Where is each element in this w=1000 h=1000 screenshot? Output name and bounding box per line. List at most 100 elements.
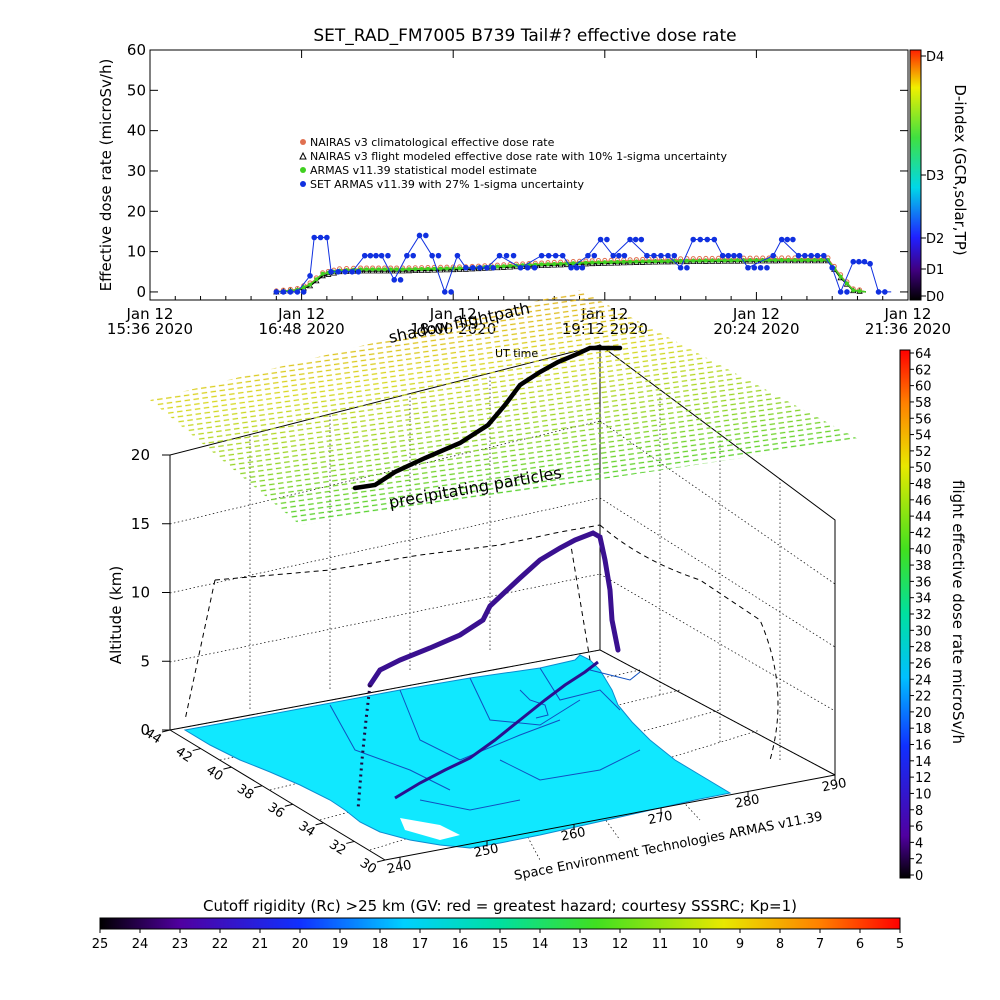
rigidity-tick-label: 22 [212,937,229,952]
top-x-tick-label-date: Jan 12 [277,305,325,323]
top-series-marker [602,260,607,265]
longitude-axis: 240 250 260 270 280 290 [386,775,848,877]
top-series-marker [583,260,588,265]
top-series-marker [786,258,791,263]
top-series-marker [725,252,732,259]
top-series-marker [659,259,664,264]
top-series-marker [875,289,882,295]
top-series-marker [628,259,633,264]
rigidity-tick-label: 6 [856,937,864,952]
rigidity-tick-label: 17 [412,937,429,952]
top-series-marker [851,288,856,293]
top-x-tick-label-date: Jan 12 [884,305,932,323]
latitude-tick-label: 40 [203,763,225,785]
top-series-marker [729,258,734,263]
top-series-marker [378,252,385,259]
latitude-tick [315,822,324,826]
top-series-marker [837,289,844,295]
altitude-axis-label: Altitude (km) [107,566,125,664]
top-series-marker [531,264,538,271]
top-series-marker [773,258,778,263]
latitude-tick [223,766,232,770]
top-series-marker [596,260,601,265]
top-x-tick-label-time: 21:36 2020 [865,320,951,338]
dose-colorbar [899,349,911,879]
top-series-marker [867,260,873,267]
legend-label: ARMAS v11.39 statistical model estimate [310,164,537,177]
top-series-marker [438,266,443,271]
dose-tick-label: 26 [915,657,932,672]
top-series-marker [545,262,550,267]
top-series-marker [757,264,764,271]
top-series-marker [524,264,531,271]
rigidity-tick-label: 19 [332,937,349,952]
top-series-marker [349,268,355,275]
dose-tick-label: 58 [915,396,932,411]
top-series-marker [355,268,362,275]
top-series-marker [419,266,424,271]
top-series-marker [416,232,423,239]
dose-tick-label: 64 [915,347,932,362]
top-series-marker [314,277,319,282]
rigidity-tick-label: 20 [292,937,309,952]
top-series-marker [287,289,294,295]
legend-label: NAIRAS v3 flight modeled effective dose … [310,150,727,163]
top-x-tick-label-date: Jan 12 [126,305,174,323]
top-series-marker [609,260,614,265]
altitude-tick-label: 20 [131,446,150,464]
top-x-tick-label-date: Jan 12 [732,305,780,323]
top-series-marker [610,252,617,259]
top-series-marker [300,289,307,295]
legend-marker [300,181,306,187]
top-series-marker [691,258,696,263]
top-series-marker [719,252,726,259]
top-series-marker [677,264,684,271]
top-series-marker [697,236,704,243]
top-series-marker [364,267,369,272]
dose-colorbar-ticks: 0246810121416182022242628303234363840424… [910,347,932,884]
top-series-marker [621,259,626,264]
top-series-marker [470,264,476,271]
top-series-marker [444,266,449,271]
longitude-tick-label: 280 [734,792,761,811]
altitude-tick-label: 15 [131,515,150,533]
rigidity-tick-label: 14 [532,937,549,952]
rigidity-tick-label: 9 [736,937,744,952]
top-series-marker [790,236,796,243]
top-series-marker [373,252,379,259]
top-series-marker [850,258,857,265]
top-series-marker [280,289,287,295]
top-series-marker [559,252,566,259]
top-series-marker [857,289,862,294]
top-series-marker [591,252,598,259]
top-y-axis: 0 10 20 30 40 50 60 [127,41,908,301]
dose-tick-label: 62 [915,363,932,378]
top-series-marker [856,258,862,265]
top-series-marker [736,252,743,259]
rigidity-tick-label: 23 [172,937,189,952]
top-series-marker [370,267,375,272]
top-series-marker [311,234,318,241]
top-flight-trace [352,345,623,491]
top-series-marker [597,236,604,243]
elevated-flight-path [367,530,621,688]
top-series-marker [539,262,544,267]
top-series-marker [820,252,827,259]
top-series-marker [665,259,670,264]
dose-tick-label: 42 [915,526,932,541]
dindex-tick-label: D0 [926,290,944,305]
dose-tick-label: 38 [915,559,932,574]
latitude-tick [376,859,386,863]
rigidity-tick-label: 8 [776,937,784,952]
dose-tick-label: 30 [915,624,932,639]
top-series-marker [764,264,770,271]
top-series-marker [400,267,405,272]
top-series-marker [745,264,751,271]
top-series-marker [463,264,469,271]
latitude-tick-label: 42 [173,744,195,766]
top-series-marker [367,252,374,259]
top-series-marker [802,252,808,259]
top-series-marker [320,271,325,276]
top-y-tick-label: 20 [127,202,146,220]
dose-tick-label: 20 [915,706,932,721]
